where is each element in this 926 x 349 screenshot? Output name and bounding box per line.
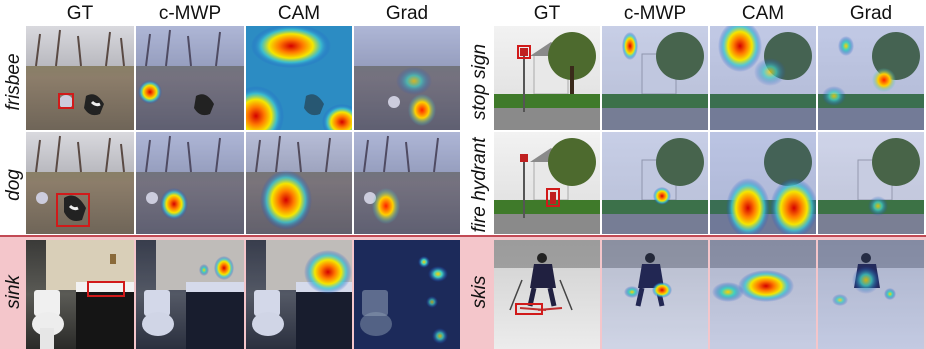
- panel-hydrant-cmwp: [602, 132, 708, 234]
- panel-stopsign-gt: [494, 26, 600, 130]
- row-label-fire-hydrant: fire hydrant: [469, 137, 490, 233]
- row-label-dog: dog: [3, 169, 24, 201]
- panel-frisbee-grad: [354, 26, 460, 130]
- row-separator-line: [0, 235, 926, 237]
- panel-skis-cmwp: [602, 240, 708, 349]
- col-header-gt-right: GT: [533, 3, 561, 24]
- panel-skis-gt: [494, 240, 600, 349]
- row-label-sink: sink: [3, 275, 24, 309]
- panel-frisbee-cmwp: [136, 26, 244, 130]
- panel-dog-grad: [354, 132, 460, 234]
- panel-frisbee-cam: [246, 26, 352, 130]
- row-label-stop-sign: stop sign: [469, 43, 490, 121]
- panel-frisbee-gt: [26, 26, 134, 130]
- col-header-cmwp-left: c-MWP: [158, 3, 222, 24]
- panel-hydrant-gt: [494, 132, 600, 234]
- col-header-grad-right: Grad: [849, 3, 893, 24]
- panel-dog-cmwp: [136, 132, 244, 234]
- panel-stopsign-cmwp: [602, 26, 708, 130]
- panel-hydrant-grad: [818, 132, 924, 234]
- col-header-gt-left: GT: [66, 3, 94, 24]
- panel-skis-cam: [710, 240, 816, 349]
- panel-dog-gt: [26, 132, 134, 234]
- panel-sink-cam: [246, 240, 352, 349]
- col-header-grad-left: Grad: [385, 3, 429, 24]
- panel-sink-grad: [354, 240, 460, 349]
- panel-sink-cmwp: [136, 240, 244, 349]
- col-header-cam-left: CAM: [277, 3, 321, 24]
- row-label-frisbee: frisbee: [3, 53, 24, 111]
- panel-skis-grad: [818, 240, 924, 349]
- row-label-skis: skis: [469, 275, 490, 309]
- panel-hydrant-cam: [710, 132, 816, 234]
- panel-sink-gt: [26, 240, 134, 349]
- panel-dog-cam: [246, 132, 352, 234]
- panel-stopsign-cam: [710, 26, 816, 130]
- col-header-cam-right: CAM: [741, 3, 785, 24]
- col-header-cmwp-right: c-MWP: [623, 3, 687, 24]
- panel-stopsign-grad: [818, 26, 924, 130]
